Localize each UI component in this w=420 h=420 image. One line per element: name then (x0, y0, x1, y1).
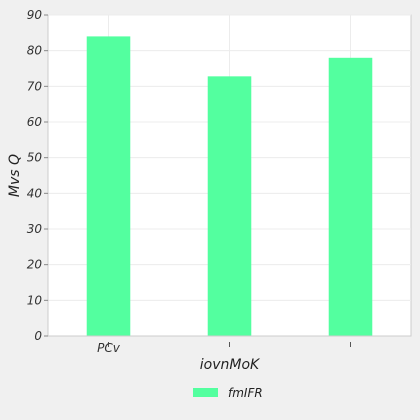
bar (328, 57, 373, 337)
y-tick-label: 40 (27, 186, 43, 200)
x-tick-label: PCv (97, 341, 121, 355)
legend-swatch (193, 388, 218, 397)
y-tick-label: 0 (34, 329, 42, 343)
y-axis-title: Mvs Q (7, 154, 23, 197)
y-tick-label: 60 (27, 115, 43, 129)
y-tick-label: 80 (27, 44, 43, 58)
bar (207, 76, 252, 336)
y-tick-label: 50 (27, 151, 43, 165)
x-axis: PCv (48, 335, 411, 355)
y-tick-label: 30 (27, 222, 43, 236)
y-tick-label: 10 (27, 293, 43, 307)
x-axis-title: iovnMoK (200, 357, 261, 373)
y-axis: 0 10 20 30 40 50 60 70 80 90 (27, 8, 49, 343)
y-tick-label: 90 (27, 8, 43, 22)
legend-label: fmIFR (228, 386, 263, 400)
y-tick-label: 20 (27, 258, 43, 272)
bar (86, 36, 131, 337)
y-tick-label: 70 (27, 79, 43, 93)
legend: fmIFR (193, 386, 263, 400)
bar-series (86, 36, 373, 337)
